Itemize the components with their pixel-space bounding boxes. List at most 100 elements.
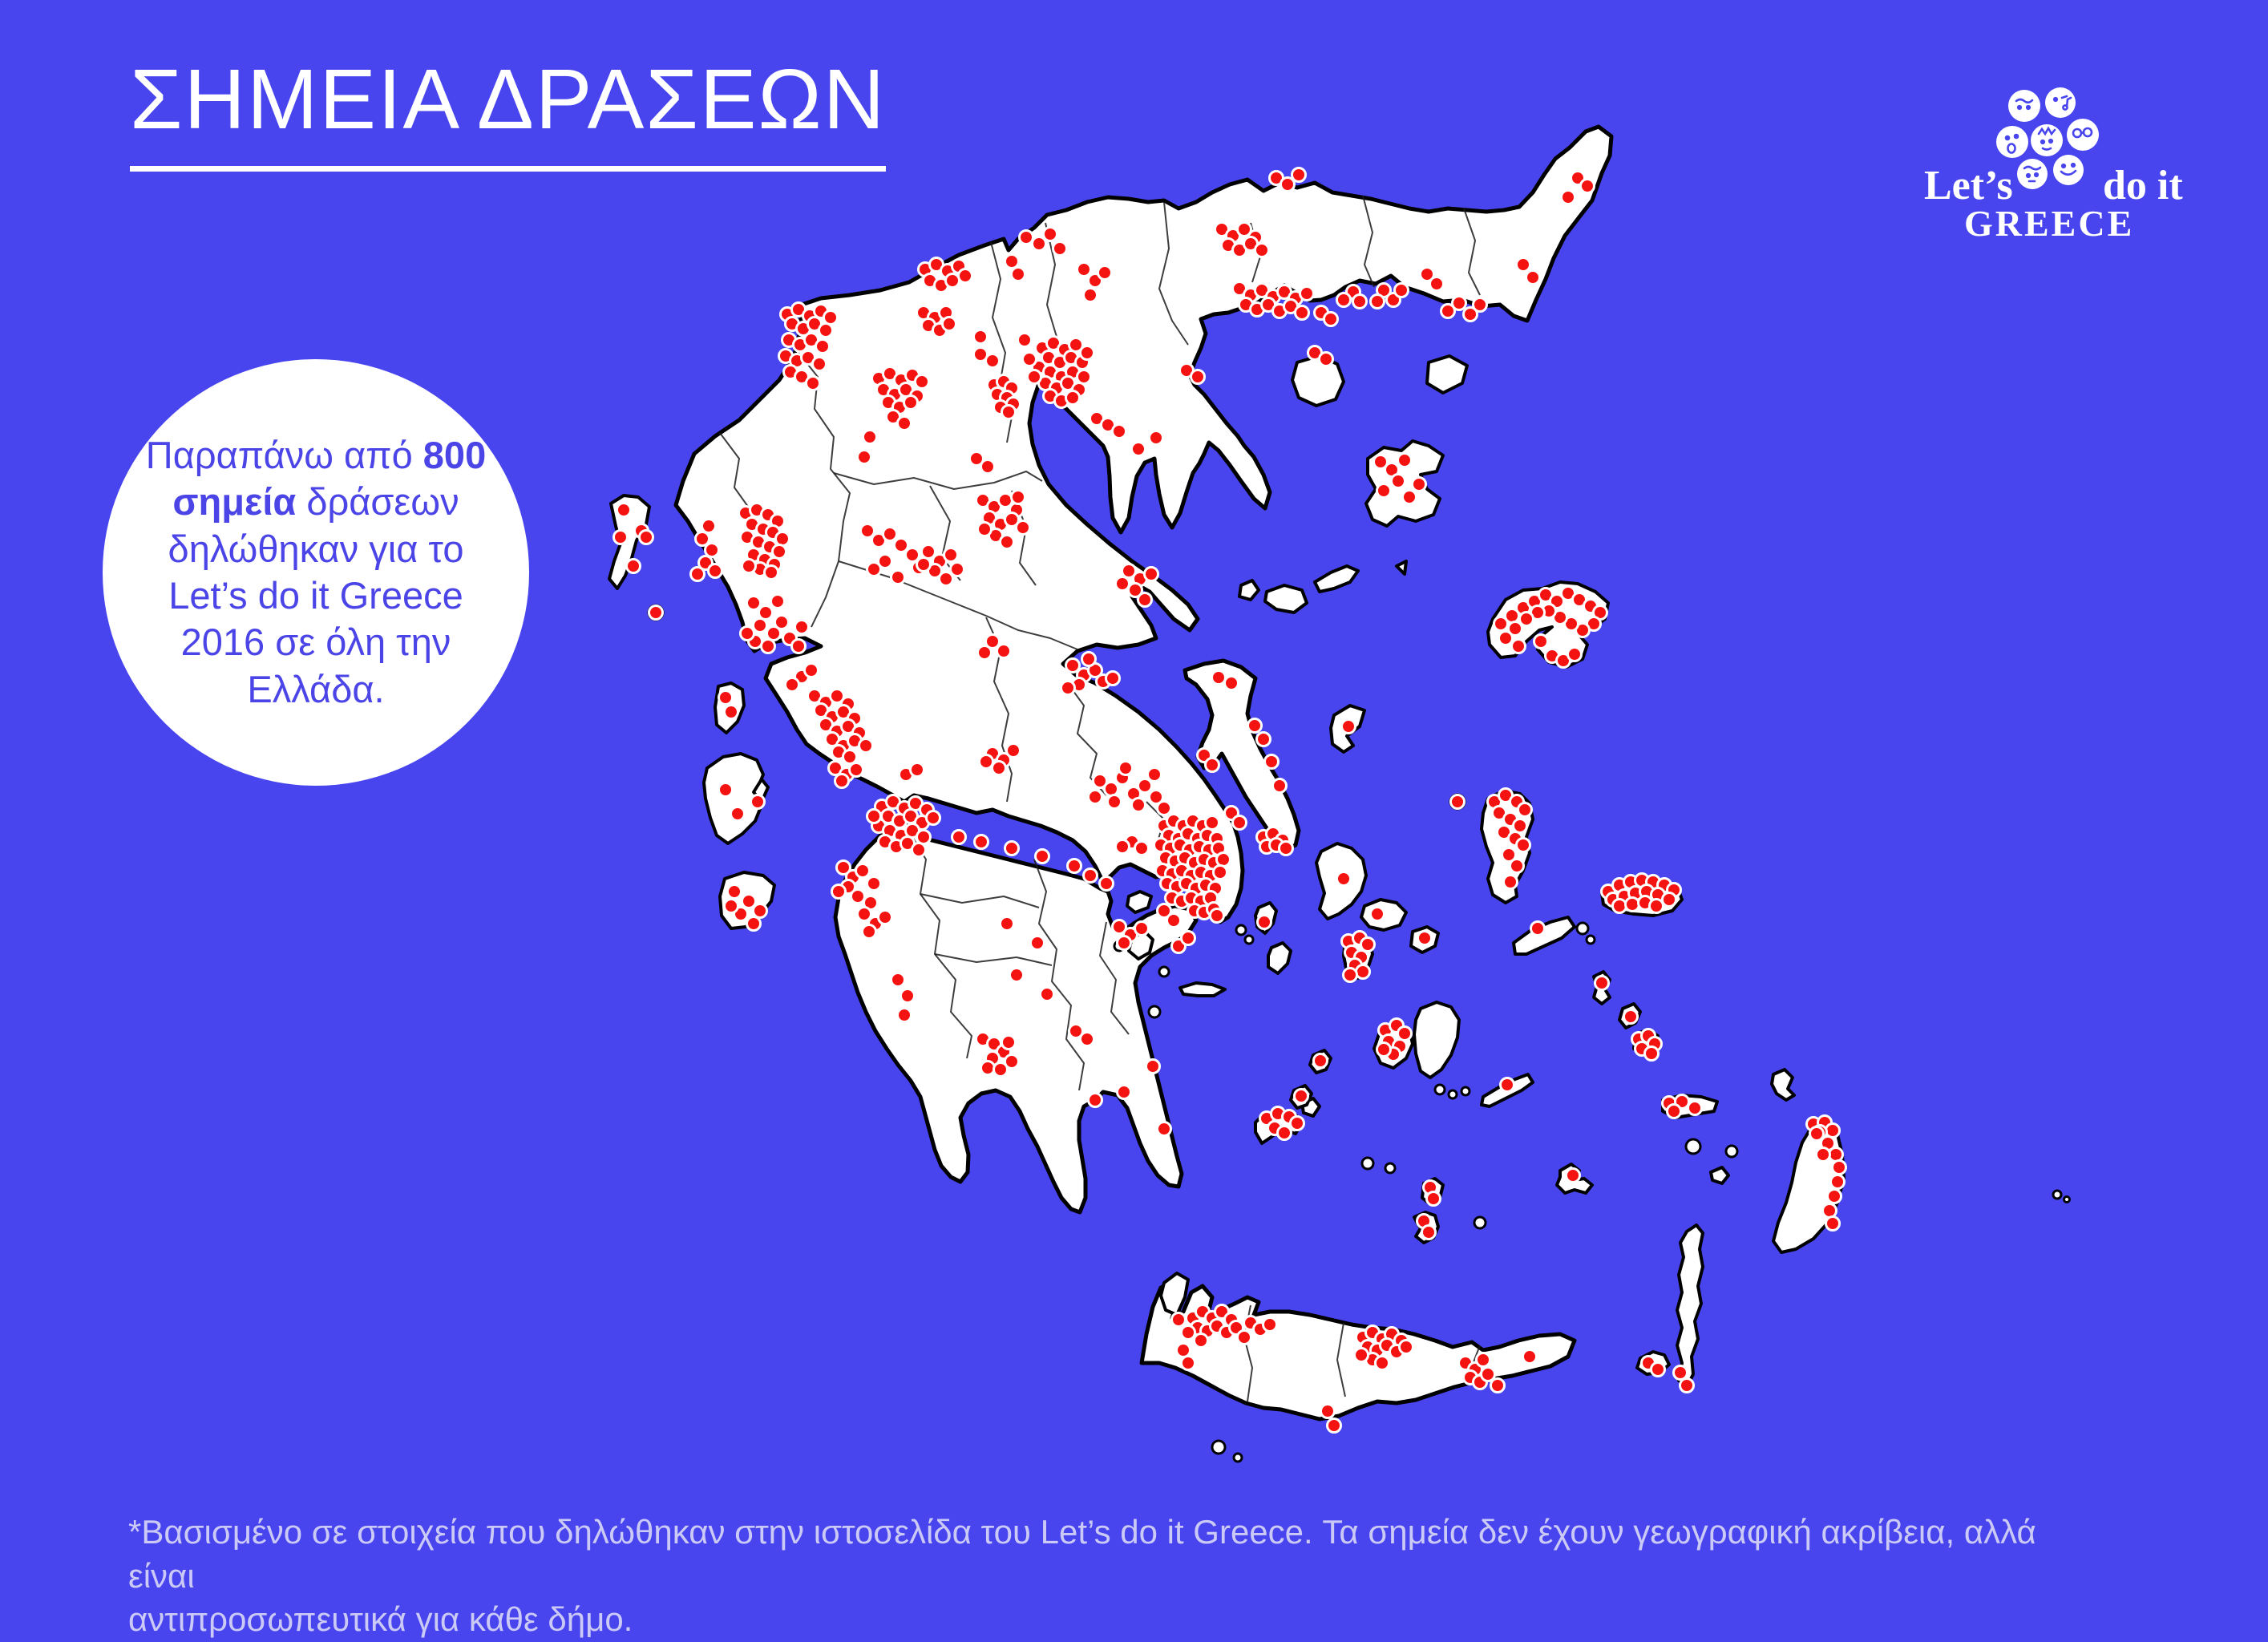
- action-point-dot: [1490, 1377, 1506, 1393]
- action-point-dot: [997, 492, 1013, 508]
- action-point-dot: [1118, 760, 1134, 776]
- action-point-dot: [1256, 914, 1272, 930]
- action-point-dot: [1515, 257, 1531, 273]
- action-point-dot: [794, 619, 810, 635]
- karpathos-island: [1676, 1223, 1704, 1389]
- action-point-dot: [1472, 297, 1488, 313]
- action-point-dot: [1425, 1191, 1441, 1207]
- action-point-dot: [1530, 920, 1546, 936]
- action-point-dot: [1517, 802, 1533, 818]
- action-point-dot: [1004, 253, 1020, 269]
- logo-word-greece: GREECE: [1964, 203, 2135, 244]
- gavdos-islet: [1232, 1452, 1243, 1463]
- action-point-dot: [1687, 1100, 1703, 1116]
- action-point-dot: [1340, 718, 1356, 734]
- action-point-dot: [1440, 303, 1456, 319]
- page-title: ΣΗΜΕΙΑ ΔΡΑΣΕΩΝ: [130, 51, 887, 172]
- ikaria-island: [1512, 916, 1576, 956]
- action-point-dot: [848, 762, 864, 778]
- action-point-dot: [1001, 1034, 1017, 1050]
- action-point-dot: [694, 531, 710, 547]
- action-point-dot: [1650, 1361, 1666, 1377]
- chalki-island: [1724, 1144, 1739, 1159]
- action-point-dot: [770, 593, 786, 609]
- action-point-dot: [803, 662, 819, 678]
- action-point-dot: [972, 346, 988, 362]
- action-point-dot: [909, 762, 925, 778]
- action-point-dot: [1507, 621, 1523, 637]
- action-point-dot: [972, 329, 988, 345]
- action-point-dot: [896, 1007, 912, 1023]
- action-point-dot: [1145, 1058, 1161, 1074]
- action-point-dot: [1611, 898, 1627, 914]
- action-point-dot: [1828, 1147, 1844, 1163]
- action-point-dot: [723, 704, 739, 720]
- action-point-dot: [877, 909, 893, 925]
- action-point-dot: [993, 1062, 1009, 1078]
- action-point-dot: [739, 625, 755, 641]
- action-point-dot: [1180, 930, 1196, 946]
- action-point-dot: [976, 645, 993, 661]
- footnote-line-1: *Βασισμένο σε στοιχεία που δηλώθηκαν στη…: [128, 1513, 2036, 1595]
- action-point-dot: [858, 738, 874, 754]
- action-point-dot: [723, 898, 739, 914]
- action-point-dot: [842, 749, 858, 765]
- action-point-dot: [1190, 369, 1206, 385]
- action-point-dot: [1130, 797, 1146, 813]
- action-point-dot: [1661, 892, 1677, 908]
- action-point-dot: [1175, 1342, 1191, 1358]
- action-point-dot: [1137, 592, 1153, 608]
- mainland-greece: [673, 124, 1614, 924]
- action-point-dot: [689, 566, 705, 582]
- action-point-dot: [855, 863, 871, 879]
- action-point-dot: [1039, 986, 1055, 1002]
- action-point-dot: [741, 558, 757, 574]
- action-point-dot: [1156, 800, 1172, 816]
- samothrace-island: [1425, 354, 1469, 394]
- action-point-dot: [944, 273, 960, 289]
- action-point-dot: [1623, 1009, 1639, 1025]
- action-point-dot: [1449, 794, 1466, 810]
- action-point-dot: [1004, 512, 1020, 528]
- action-point-dot: [866, 561, 882, 577]
- action-point-dot: [1130, 441, 1146, 457]
- action-point-dot: [805, 375, 821, 391]
- action-point-dot: [1018, 229, 1034, 245]
- action-point-dot: [1419, 266, 1435, 282]
- action-point-dot: [1263, 754, 1280, 770]
- kythira-island: [1159, 1272, 1190, 1316]
- action-point-dot: [1166, 912, 1182, 928]
- action-point-dot: [1831, 1159, 1847, 1175]
- fourni-island: [1575, 921, 1590, 936]
- action-point-dot: [1318, 351, 1334, 367]
- action-point-dot: [1066, 858, 1082, 874]
- logo-word-lets: Let’s: [1924, 163, 2013, 208]
- small-cyclades-islet-3: [1460, 1086, 1471, 1097]
- action-point-dot: [750, 794, 766, 810]
- action-point-dot: [1374, 1355, 1390, 1371]
- action-point-dot: [941, 316, 957, 332]
- action-point-dot: [916, 829, 932, 845]
- action-point-dot: [999, 916, 1015, 932]
- action-point-dot: [862, 429, 878, 445]
- action-point-dot: [968, 451, 984, 467]
- action-point-dot: [850, 888, 866, 904]
- action-point-dot: [1326, 1418, 1342, 1434]
- action-point-dot: [1278, 840, 1294, 856]
- action-point-dot: [718, 690, 734, 706]
- action-point-dot: [976, 521, 993, 537]
- action-point-dot: [1052, 241, 1068, 257]
- action-point-dot: [1082, 868, 1098, 884]
- action-point-dot: [1106, 794, 1122, 810]
- small-cyclades-islet-2: [1447, 1089, 1458, 1100]
- action-point-dot: [1017, 332, 1033, 348]
- action-point-dot: [938, 571, 954, 587]
- action-point-dot: [1004, 1054, 1020, 1070]
- action-point-dot: [616, 502, 632, 518]
- action-point-dot: [1510, 638, 1526, 654]
- action-point-dot: [1518, 611, 1534, 627]
- tilos-island: [1709, 1166, 1730, 1185]
- action-point-dot: [1624, 896, 1640, 912]
- action-point-dot: [1280, 176, 1296, 192]
- action-point-dot: [1116, 1084, 1132, 1100]
